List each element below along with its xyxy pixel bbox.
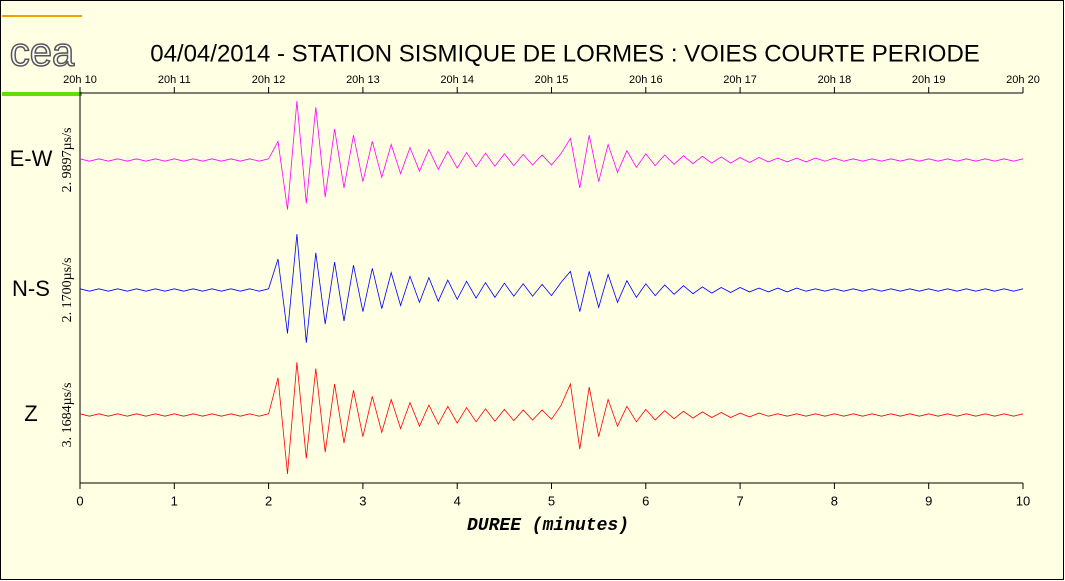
top-tick-label: 20h 19 <box>912 74 946 86</box>
logo: cea <box>10 31 75 75</box>
x-tick-label: 1 <box>171 493 178 508</box>
scale-label: 2. 1700µs/s <box>60 258 75 323</box>
scale-label: 2. 9897µs/s <box>60 128 75 193</box>
channel-label: Z <box>24 401 37 426</box>
x-tick-label: 5 <box>548 493 555 508</box>
x-tick-label: 9 <box>925 493 932 508</box>
x-tick-label: 6 <box>642 493 649 508</box>
scale-label: 3. 1684µs/s <box>60 383 75 448</box>
x-tick-label: 7 <box>736 493 743 508</box>
trace <box>79 362 1024 474</box>
x-tick-label: 0 <box>76 493 83 508</box>
top-tick-label: 20h 10 <box>63 74 97 86</box>
top-tick-label: 20h 11 <box>158 74 191 86</box>
top-tick-label: 20h 16 <box>629 74 663 86</box>
x-tick-label: 2 <box>265 493 272 508</box>
channel-label: N-S <box>12 276 50 301</box>
x-tick-label: 4 <box>454 493 461 508</box>
channel-label: E-W <box>10 146 53 171</box>
x-tick-label: 8 <box>831 493 838 508</box>
x-tick-label: 10 <box>1016 493 1030 508</box>
top-tick-label: 20h 18 <box>818 74 852 86</box>
x-axis-title: DUREE (minutes) <box>467 516 629 536</box>
top-tick-label: 20h 14 <box>440 74 474 86</box>
top-tick-label: 20h 20 <box>1006 74 1040 86</box>
x-tick-label: 3 <box>359 493 366 508</box>
top-tick-label: 20h 13 <box>346 74 380 86</box>
top-tick-label: 20h 17 <box>723 74 757 86</box>
top-tick-label: 20h 15 <box>535 74 569 86</box>
top-tick-label: 20h 12 <box>252 74 286 86</box>
trace <box>79 101 1024 210</box>
trace <box>79 234 1024 343</box>
chart-title: 04/04/2014 - STATION SISMIQUE DE LORMES … <box>150 40 980 67</box>
